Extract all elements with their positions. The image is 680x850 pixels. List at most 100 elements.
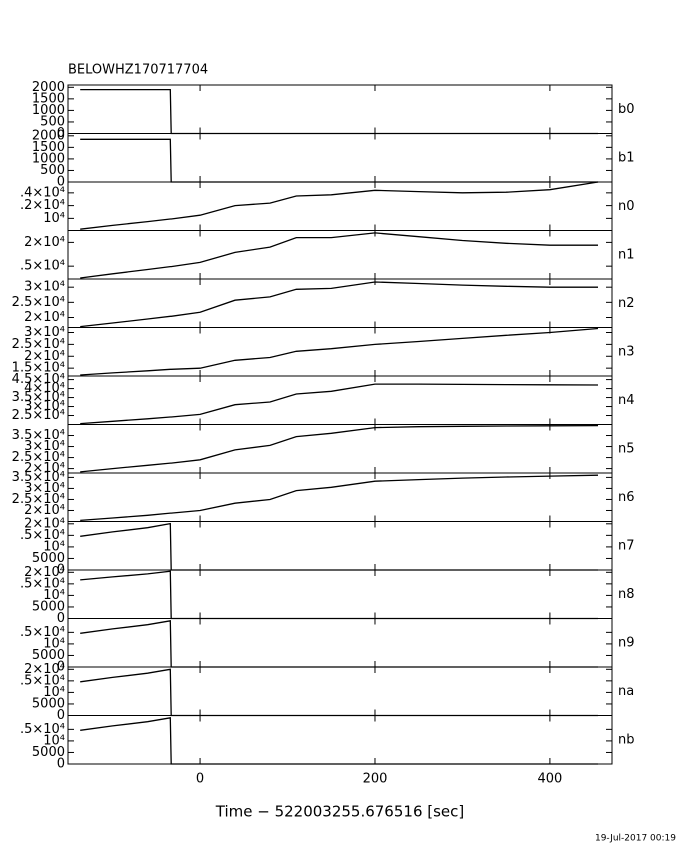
y-tick-label: 1000 <box>32 151 65 166</box>
detector-label: n2 <box>618 296 635 311</box>
y-tick-label: 1.5×10⁴ <box>12 361 65 376</box>
y-tick-label: .5×10⁴ <box>20 722 65 737</box>
y-tick-label: 2×10⁴ <box>24 349 65 364</box>
panel-frame <box>67 472 613 522</box>
trace <box>80 570 598 620</box>
panel-frame <box>67 618 613 668</box>
y-tick-label: 5000 <box>32 745 65 760</box>
panel-frame <box>67 133 613 183</box>
y-tick-label: 5000 <box>32 648 65 663</box>
y-tick-label: .5×10⁴ <box>20 259 65 274</box>
y-tick-label: 2.5×10⁴ <box>12 492 65 507</box>
x-tick-label: 200 <box>363 772 388 787</box>
trace <box>80 668 598 717</box>
detector-label: n5 <box>618 441 635 456</box>
y-tick-label: 2000 <box>32 128 65 143</box>
y-tick-label: 4×10⁴ <box>24 381 65 396</box>
y-tick-label: 10⁴ <box>43 588 65 603</box>
detector-label: n4 <box>618 393 635 408</box>
y-tick-label: 5000 <box>32 551 65 566</box>
y-tick-label: 500 <box>40 163 65 178</box>
panel-frame <box>67 84 613 134</box>
y-tick-label: 0 <box>57 175 65 190</box>
y-tick-label: 10⁴ <box>43 539 65 554</box>
y-tick-label: 3×10⁴ <box>24 439 65 454</box>
y-tick-label: .5×10⁴ <box>20 673 65 688</box>
detector-label: n7 <box>618 538 635 553</box>
trace <box>80 474 599 522</box>
y-tick-label: 2×10⁴ <box>24 565 65 580</box>
y-tick-label: 0 <box>57 563 65 578</box>
y-tick-label: 2.5×10⁴ <box>12 295 65 310</box>
y-tick-label: 5000 <box>32 696 65 711</box>
y-tick-label: 5000 <box>32 599 65 614</box>
detector-label: na <box>618 684 634 699</box>
detector-label: b0 <box>618 102 635 117</box>
panel-frame <box>67 521 613 571</box>
trace <box>80 383 599 425</box>
y-tick-label: 2×10⁴ <box>24 310 65 325</box>
trace <box>80 620 598 668</box>
panel-frame <box>67 715 613 765</box>
timestamp: 19-Jul-2017 00:19 <box>595 834 676 844</box>
y-tick-label: .5×10⁴ <box>20 625 65 640</box>
panel-frame <box>67 230 613 280</box>
trace <box>80 281 598 328</box>
y-tick-label: 10⁴ <box>43 685 65 700</box>
y-tick-label: .2×10⁴ <box>20 198 65 213</box>
y-tick-label: 2.5×10⁴ <box>12 450 65 465</box>
y-tick-label: 0 <box>57 708 65 723</box>
y-tick-label: 3×10⁴ <box>24 325 65 340</box>
y-tick-label: 2×10⁴ <box>24 516 65 531</box>
y-tick-label: 0 <box>57 611 65 626</box>
detector-label: b1 <box>618 150 635 165</box>
chart-title: BELOWHZ170717704 <box>68 63 208 78</box>
detector-label: nb <box>618 732 635 747</box>
y-tick-label: 2×10⁴ <box>24 461 65 476</box>
y-tick-label: 1500 <box>32 91 65 106</box>
y-tick-label: 3.5×10⁴ <box>12 470 65 485</box>
y-tick-label: 1500 <box>32 140 65 155</box>
y-tick-label: 10⁴ <box>43 733 65 748</box>
x-tick-label: 0 <box>196 772 204 787</box>
y-tick-label: 10⁴ <box>43 636 65 651</box>
x-axis-label: Time − 522003255.676516 [sec] <box>215 803 465 821</box>
panel-frame <box>67 375 613 425</box>
detector-label: n1 <box>618 247 635 262</box>
y-tick-label: 2.5×10⁴ <box>12 408 65 423</box>
y-tick-label: 500 <box>40 114 65 129</box>
y-tick-label: 2000 <box>32 80 65 95</box>
y-tick-label: 2×10⁴ <box>24 662 65 677</box>
detector-label: n8 <box>618 587 635 602</box>
y-tick-label: 3.5×10⁴ <box>12 428 65 443</box>
trace <box>80 424 599 473</box>
y-tick-label: 2×10⁴ <box>24 235 65 250</box>
panel-frame <box>67 569 613 619</box>
y-tick-label: 3.5×10⁴ <box>12 390 65 405</box>
trace <box>80 88 598 135</box>
y-tick-label: .5×10⁴ <box>20 528 65 543</box>
trace <box>80 138 598 183</box>
y-tick-label: 0 <box>57 660 65 675</box>
x-tick-label: 400 <box>537 772 562 787</box>
detector-label: n0 <box>618 199 635 214</box>
trace <box>80 717 598 765</box>
detector-label: n6 <box>618 490 635 505</box>
y-tick-label: 3×10⁴ <box>24 280 65 295</box>
trace <box>80 181 599 230</box>
detector-label: n3 <box>618 344 635 359</box>
panel-frame <box>67 327 613 377</box>
y-tick-label: 10⁴ <box>43 211 65 226</box>
y-tick-label: 4.5×10⁴ <box>12 372 65 387</box>
y-tick-label: 1000 <box>32 103 65 118</box>
y-tick-label: 0 <box>57 757 65 772</box>
y-tick-label: 2.5×10⁴ <box>12 337 65 352</box>
y-tick-label: 3×10⁴ <box>24 481 65 496</box>
trace <box>80 327 599 376</box>
y-tick-label: 2×10⁴ <box>24 503 65 518</box>
panel-frame <box>67 181 613 231</box>
y-tick-label: 3×10⁴ <box>24 399 65 414</box>
y-tick-label: .5×10⁴ <box>20 576 65 591</box>
detector-label: n9 <box>618 635 635 650</box>
